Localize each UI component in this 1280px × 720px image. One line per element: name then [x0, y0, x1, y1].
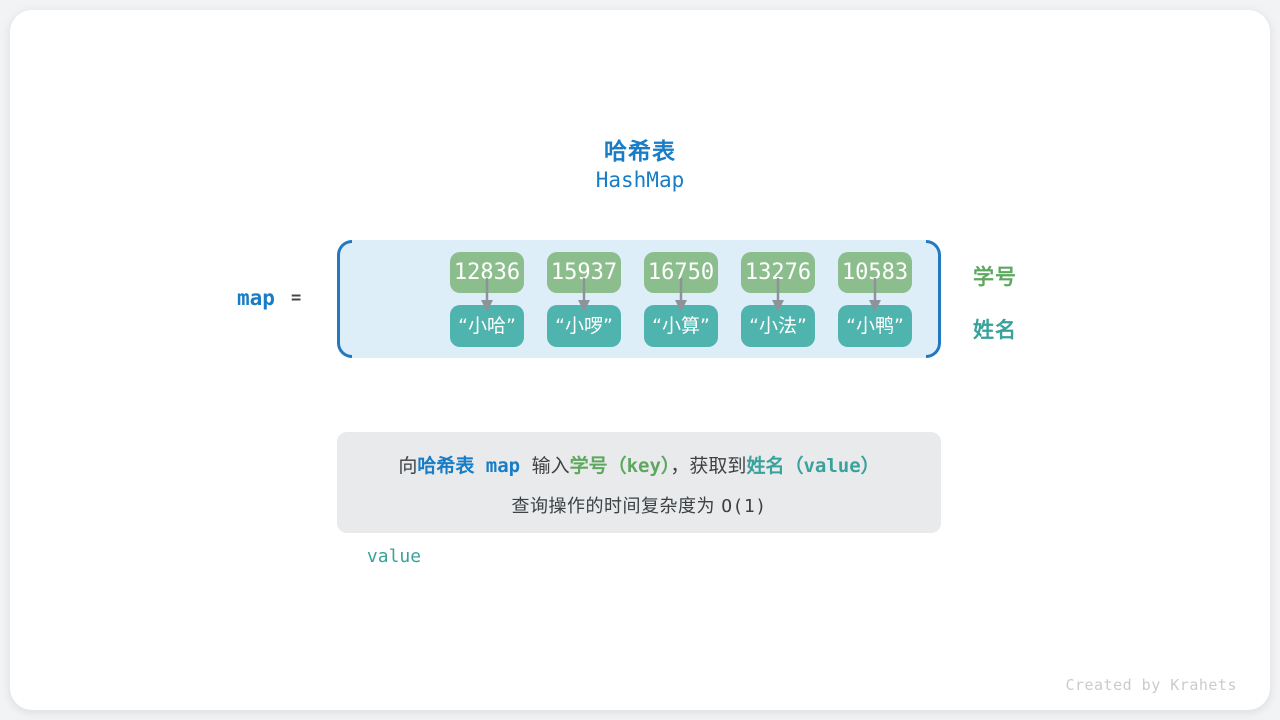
arrow-down-icon: [772, 278, 784, 312]
explanation-panel: 向哈希表 map 输入学号（key），获取到姓名（value） 查询操作的时间复…: [337, 432, 941, 533]
text-segment: 查询操作的时间复杂度为: [511, 496, 722, 517]
text-segment: 哈希表: [417, 455, 475, 477]
text-segment: （key）: [607, 455, 671, 477]
title-zh: 哈希表: [604, 139, 676, 165]
map-variable-label: map: [237, 286, 275, 310]
arrow-down-icon: [481, 278, 493, 312]
text-segment: 姓名: [746, 455, 785, 477]
map-assignment: map =: [237, 286, 301, 310]
explanation-line-1: 向哈希表 map 输入学号（key），获取到姓名（value）: [337, 452, 941, 480]
credit-text: Created by Krahets: [1065, 676, 1237, 694]
text-segment: 学号: [569, 455, 608, 477]
right-bracket: [926, 240, 941, 358]
entry-column: 13276 “小法”: [741, 252, 815, 347]
arrow-down-icon: [578, 278, 590, 312]
student-id-label: 学号: [973, 265, 1017, 289]
left-bracket: [337, 240, 352, 358]
figure-card: [10, 10, 1270, 710]
equals-sign: =: [290, 288, 302, 308]
text-segment: ，获取到: [670, 455, 747, 477]
text-segment: 输入: [531, 455, 570, 477]
entry-column: 16750 “小算”: [644, 252, 718, 347]
value-row-label: value: [366, 546, 422, 567]
text-segment: map: [474, 455, 532, 477]
text-segment: 向: [398, 455, 418, 477]
explanation-line-2: 查询操作的时间复杂度为 O(1): [337, 493, 941, 521]
entry-column: 10583 “小鸭”: [838, 252, 912, 347]
text-segment: （value）: [784, 455, 880, 477]
entry-column: 15937 “小啰”: [547, 252, 621, 347]
complexity-code: O(1): [721, 496, 767, 517]
title-en: HashMap: [595, 168, 685, 192]
arrow-down-icon: [675, 278, 687, 312]
arrow-down-icon: [869, 278, 881, 312]
entry-column: 12836 “小哈”: [450, 252, 524, 347]
value-box: “小法”: [741, 305, 815, 347]
name-label: 姓名: [973, 318, 1017, 342]
